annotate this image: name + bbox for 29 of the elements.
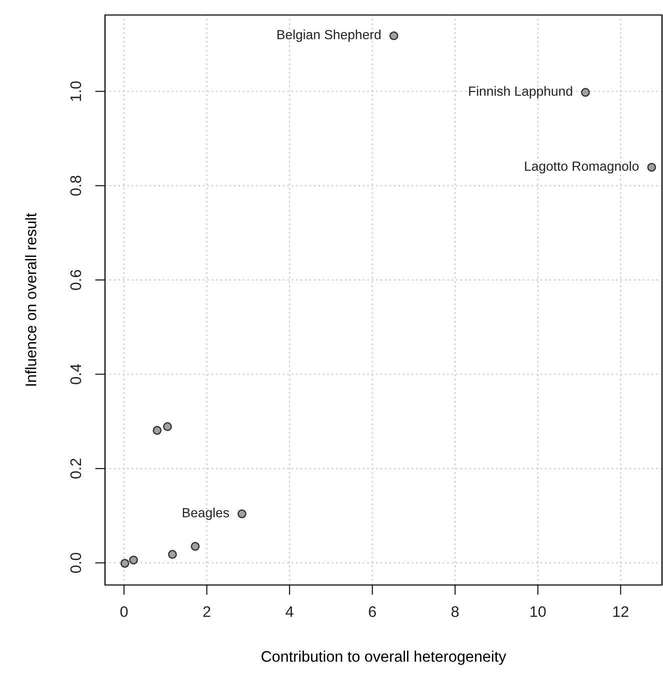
x-tick-label: 10 [530,606,546,618]
x-tick-label: 6 [368,606,376,618]
point [238,509,246,518]
point [389,31,398,40]
point [647,162,656,172]
point [152,426,162,435]
annotation: Beagles [182,508,229,520]
x-tick-label: 12 [613,606,628,617]
point [168,550,177,559]
annotation: Belgian Shepherd [278,30,380,42]
y-tick-label: 0.0 [70,552,82,573]
x-tick-label: 0 [120,606,128,618]
y-tick-label: 0.4 [70,364,82,384]
point [190,542,200,551]
y-tick-label: 0.6 [70,270,82,290]
point [581,88,590,97]
y-tick-label: 1.0 [70,81,82,101]
x-tick-label: 4 [286,606,294,617]
x-axis-title: Contribution to overall heterogeneity [262,650,506,665]
x-tick-label: 8 [452,606,459,618]
point [120,558,130,568]
y-tick-label: 0.2 [70,458,82,479]
x-tick-label: 2 [203,606,210,617]
annotation: Finnish Lapphund [469,86,572,98]
annotation: Lagotto Romagnolo [525,161,639,174]
y-tick-label: 0.8 [70,176,82,196]
y-axis-title: Influence on overall result [25,213,36,386]
point [129,556,138,564]
point [163,422,172,432]
